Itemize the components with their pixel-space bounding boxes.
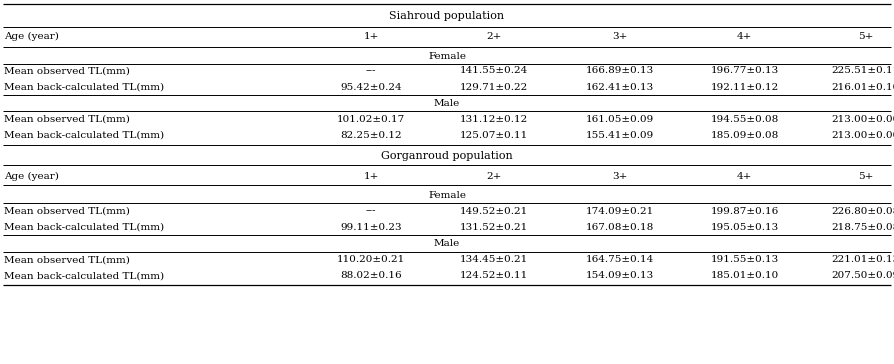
Text: 129.71±0.22: 129.71±0.22 [460, 83, 528, 92]
Text: 213.00±0.00: 213.00±0.00 [831, 115, 894, 124]
Text: 110.20±0.21: 110.20±0.21 [337, 255, 405, 264]
Text: 199.87±0.16: 199.87±0.16 [711, 207, 779, 215]
Text: 162.41±0.13: 162.41±0.13 [586, 83, 654, 92]
Text: 226.80±0.08: 226.80±0.08 [831, 207, 894, 215]
Text: Mean observed TL(mm): Mean observed TL(mm) [4, 115, 131, 124]
Text: 131.52±0.21: 131.52±0.21 [460, 223, 528, 232]
Text: 221.01±0.13: 221.01±0.13 [831, 255, 894, 264]
Text: 1+: 1+ [363, 172, 379, 181]
Text: 167.08±0.18: 167.08±0.18 [586, 223, 654, 232]
Text: 191.55±0.13: 191.55±0.13 [711, 255, 779, 264]
Text: Mean observed TL(mm): Mean observed TL(mm) [4, 67, 131, 75]
Text: Mean back-calculated TL(mm): Mean back-calculated TL(mm) [4, 83, 164, 92]
Text: 101.02±0.17: 101.02±0.17 [337, 115, 405, 124]
Text: 131.12±0.12: 131.12±0.12 [460, 115, 528, 124]
Text: 207.50±0.09: 207.50±0.09 [831, 272, 894, 280]
Text: 216.01±0.10: 216.01±0.10 [831, 83, 894, 92]
Text: 88.02±0.16: 88.02±0.16 [341, 272, 401, 280]
Text: 95.42±0.24: 95.42±0.24 [341, 83, 401, 92]
Text: 3+: 3+ [611, 172, 628, 181]
Text: 192.11±0.12: 192.11±0.12 [711, 83, 779, 92]
Text: 164.75±0.14: 164.75±0.14 [586, 255, 654, 264]
Text: 174.09±0.21: 174.09±0.21 [586, 207, 654, 215]
Text: 149.52±0.21: 149.52±0.21 [460, 207, 528, 215]
Text: 3+: 3+ [611, 32, 628, 41]
Text: 218.75±0.08: 218.75±0.08 [831, 223, 894, 232]
Text: 161.05±0.09: 161.05±0.09 [586, 115, 654, 124]
Text: Mean back-calculated TL(mm): Mean back-calculated TL(mm) [4, 131, 164, 140]
Text: 141.55±0.24: 141.55±0.24 [460, 67, 528, 75]
Text: Male: Male [434, 99, 460, 108]
Text: ---: --- [366, 67, 376, 75]
Text: 1+: 1+ [363, 32, 379, 41]
Text: 213.00±0.00: 213.00±0.00 [831, 131, 894, 140]
Text: Mean back-calculated TL(mm): Mean back-calculated TL(mm) [4, 272, 164, 280]
Text: Gorganroud population: Gorganroud population [381, 151, 513, 161]
Text: Mean back-calculated TL(mm): Mean back-calculated TL(mm) [4, 223, 164, 232]
Text: Age (year): Age (year) [4, 32, 59, 41]
Text: 166.89±0.13: 166.89±0.13 [586, 67, 654, 75]
Text: 155.41±0.09: 155.41±0.09 [586, 131, 654, 140]
Text: 185.09±0.08: 185.09±0.08 [711, 131, 779, 140]
Text: 196.77±0.13: 196.77±0.13 [711, 67, 779, 75]
Text: 225.51±0.11: 225.51±0.11 [831, 67, 894, 75]
Text: 5+: 5+ [857, 32, 873, 41]
Text: Mean observed TL(mm): Mean observed TL(mm) [4, 255, 131, 264]
Text: 194.55±0.08: 194.55±0.08 [711, 115, 779, 124]
Text: 4+: 4+ [737, 172, 753, 181]
Text: 134.45±0.21: 134.45±0.21 [460, 255, 528, 264]
Text: 5+: 5+ [857, 172, 873, 181]
Text: 195.05±0.13: 195.05±0.13 [711, 223, 779, 232]
Text: Female: Female [428, 191, 466, 200]
Text: Siahroud population: Siahroud population [390, 11, 504, 21]
Text: 99.11±0.23: 99.11±0.23 [341, 223, 401, 232]
Text: Female: Female [428, 52, 466, 61]
Text: ---: --- [366, 207, 376, 215]
Text: 154.09±0.13: 154.09±0.13 [586, 272, 654, 280]
Text: 124.52±0.11: 124.52±0.11 [460, 272, 528, 280]
Text: 125.07±0.11: 125.07±0.11 [460, 131, 528, 140]
Text: Age (year): Age (year) [4, 171, 59, 181]
Text: 2+: 2+ [486, 172, 502, 181]
Text: 4+: 4+ [737, 32, 753, 41]
Text: Mean observed TL(mm): Mean observed TL(mm) [4, 207, 131, 215]
Text: Male: Male [434, 240, 460, 248]
Text: 2+: 2+ [486, 32, 502, 41]
Text: 185.01±0.10: 185.01±0.10 [711, 272, 779, 280]
Text: 82.25±0.12: 82.25±0.12 [341, 131, 401, 140]
